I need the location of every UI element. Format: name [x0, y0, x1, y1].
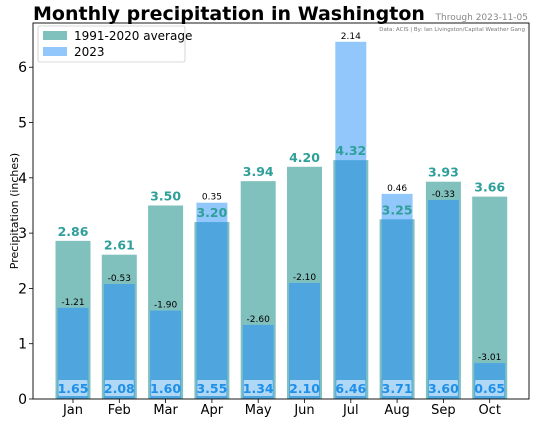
legend-label-average: 1991-2020 average: [74, 29, 192, 43]
difference-label: -1.21: [61, 298, 84, 308]
value-label-2023: 2.10: [289, 381, 320, 396]
value-label-2023: 2.08: [104, 381, 135, 396]
value-label-box: [243, 380, 273, 396]
legend-swatch-2023: [43, 47, 67, 56]
legend-swatch-average: [43, 31, 67, 40]
average-value-label: 3.20: [196, 205, 227, 220]
difference-label: -2.60: [247, 315, 271, 325]
legend: 1991-2020 average 2023: [37, 25, 192, 63]
difference-label: 2.14: [341, 32, 361, 42]
x-tick-label: Mar: [153, 403, 178, 418]
difference-label: 0.46: [387, 184, 407, 194]
plot-frame: [32, 22, 530, 400]
x-tick-label: Oct: [478, 403, 500, 418]
bar-overlap: [289, 282, 320, 399]
value-label-2023: 6.46: [335, 381, 366, 396]
x-tick-label: Apr: [201, 403, 224, 418]
value-label-box: [428, 380, 458, 396]
difference-label: -2.10: [293, 273, 317, 283]
bar-overlap: [381, 219, 413, 399]
y-tick-label: 5: [18, 116, 27, 132]
value-label-box: [58, 380, 88, 396]
axes-layer: Jan Feb Mar Apr May Jun Jul Aug Sep Oct 0 1 2 3 4 5 6: [18, 22, 530, 418]
average-value-label: 3.25: [382, 202, 413, 217]
y-tick-label: 6: [18, 60, 27, 76]
average-value-label: 3.66: [474, 180, 505, 195]
bar-overlap: [427, 199, 459, 399]
x-tick-label: Feb: [108, 403, 131, 418]
x-tick-label: Jul: [342, 403, 359, 418]
value-label-2023: 1.60: [150, 381, 181, 396]
value-label-2023: 3.55: [196, 381, 227, 396]
average-value-label: 3.50: [150, 188, 181, 203]
difference-label: -3.01: [478, 353, 501, 363]
bar-overlap: [196, 222, 228, 399]
data-credit: Data: ACIS | By: Ian Livingston/Capital …: [379, 27, 525, 33]
bars-layer: [55, 41, 508, 400]
value-label-box: [151, 380, 181, 396]
x-tick-label: Aug: [384, 403, 409, 418]
bar-overlap: [335, 160, 367, 399]
value-label-2023: 1.34: [243, 381, 274, 396]
y-tick-label: 1: [18, 337, 27, 353]
value-label-2023: 1.65: [58, 381, 89, 396]
average-value-label: 2.61: [104, 238, 135, 253]
y-tick-label: 2: [18, 281, 27, 297]
value-label-box: [290, 380, 319, 396]
average-value-label: 3.94: [243, 164, 274, 179]
value-label-box: [104, 380, 134, 396]
value-label-2023: 3.60: [428, 381, 459, 396]
average-value-label: 4.20: [289, 150, 320, 165]
x-tick-label: Sep: [431, 403, 456, 418]
legend-label-2023: 2023: [74, 45, 105, 59]
value-label-box: [475, 380, 505, 396]
value-label-box: [382, 380, 412, 396]
y-tick-label: 3: [18, 226, 27, 242]
value-label-2023: 3.71: [382, 381, 413, 396]
labels-layer: 2.86 -1.21 1.65 2.61 -0.53 2.08 3.50 -1.90 1.60 3…: [58, 32, 505, 396]
average-value-label: 2.86: [58, 224, 89, 239]
y-tick-label: 0: [18, 392, 27, 408]
bar-overlap: [103, 283, 135, 399]
x-tick-label: May: [245, 403, 272, 418]
legend-box: [37, 25, 186, 63]
x-tick-label: Jan: [62, 403, 83, 418]
difference-label: 0.35: [202, 193, 222, 203]
difference-label: -0.33: [432, 190, 455, 200]
value-label-2023: 0.65: [474, 381, 505, 396]
difference-label: -0.53: [108, 274, 131, 284]
chart-subtitle: Through 2023-11-05: [435, 13, 529, 23]
difference-label: -1.90: [154, 301, 178, 311]
y-axis-label: Precipitation (inches): [8, 153, 21, 269]
average-value-label: 4.32: [335, 143, 366, 158]
chart-title: Monthly precipitation in Washington: [33, 3, 425, 25]
average-value-label: 3.93: [428, 165, 459, 180]
value-label-box: [197, 380, 227, 396]
y-tick-label: 4: [18, 171, 27, 187]
x-tick-label: Jun: [293, 403, 314, 418]
value-label-box: [336, 380, 366, 396]
